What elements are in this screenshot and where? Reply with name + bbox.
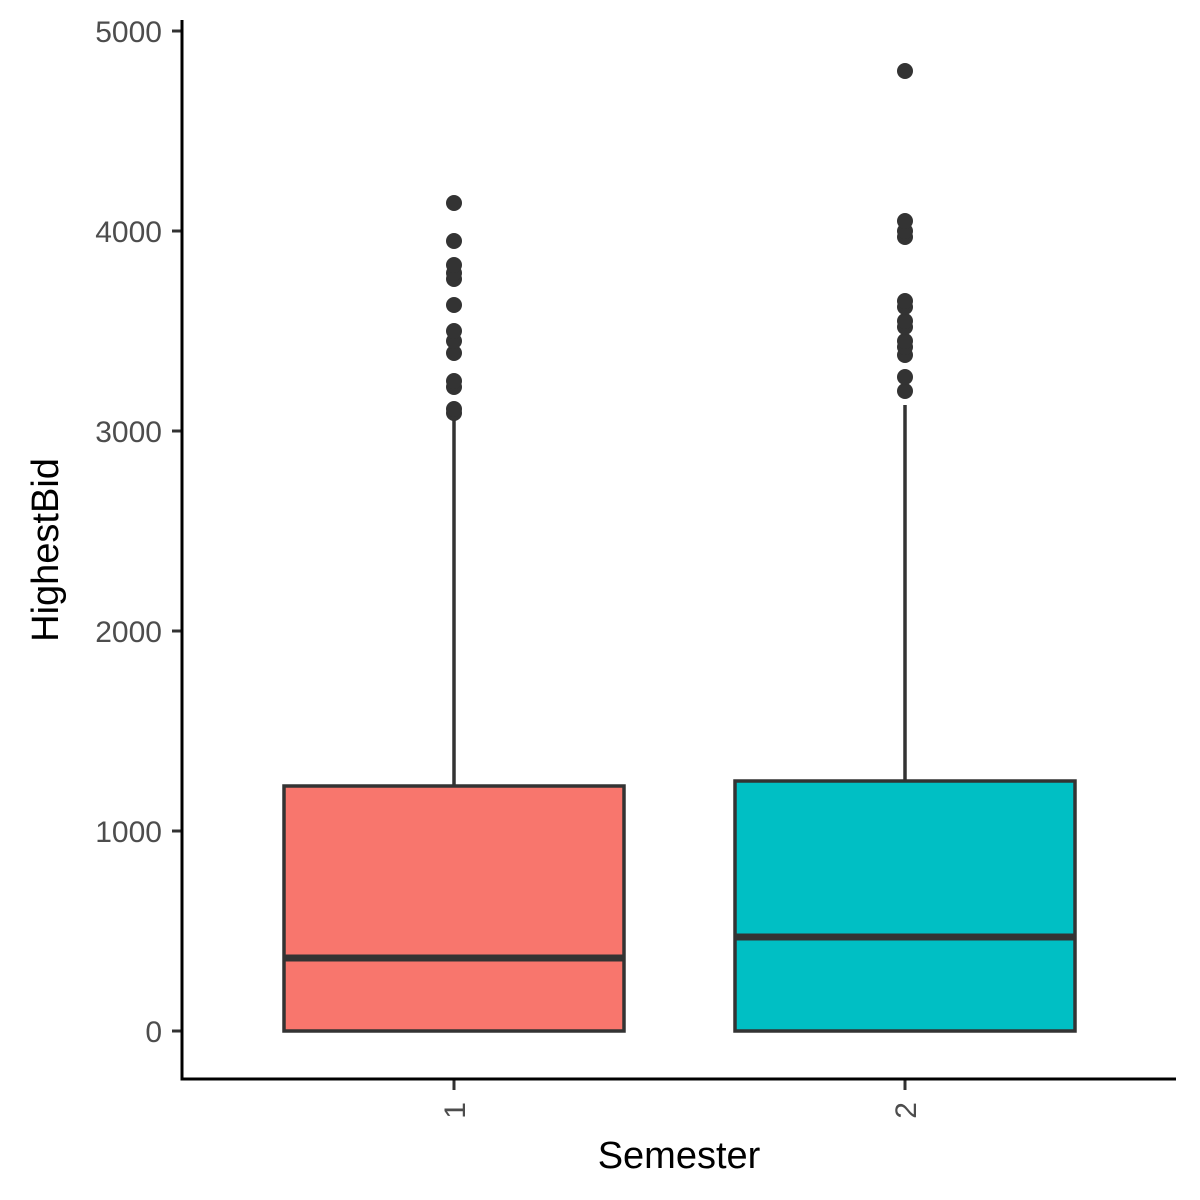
y-tick-label: 2000	[95, 616, 162, 649]
outlier-point	[446, 401, 462, 417]
outlier-point	[897, 293, 913, 309]
outlier-point	[897, 383, 913, 399]
outlier-point	[897, 333, 913, 349]
outlier-point	[446, 373, 462, 389]
x-tick-label: 2	[890, 1102, 923, 1119]
box-group-2	[733, 63, 1077, 1033]
box-1	[282, 784, 626, 1033]
x-axis-title: Semester	[598, 1135, 761, 1177]
box-2	[733, 779, 1077, 1033]
outlier-point	[446, 323, 462, 339]
outlier-point	[897, 313, 913, 329]
y-tick-label: 3000	[95, 416, 162, 449]
y-tick-label: 4000	[95, 216, 162, 249]
outlier-point	[446, 233, 462, 249]
outlier-point	[897, 213, 913, 229]
outlier-point	[446, 195, 462, 211]
y-axis-title: HighestBid	[25, 458, 67, 642]
x-tick-label: 1	[439, 1102, 472, 1119]
y-tick-label: 1000	[95, 816, 162, 849]
box-group-1	[282, 195, 626, 1033]
outlier-point	[446, 257, 462, 273]
boxplot-series	[282, 63, 1077, 1033]
y-axis-ticks: 0 1000 2000 3000 4000 5000	[95, 16, 182, 1049]
y-tick-label: 5000	[95, 16, 162, 49]
y-tick-label: 0	[145, 1016, 162, 1049]
outlier-point	[446, 345, 462, 361]
outlier-point	[897, 369, 913, 385]
outlier-point	[446, 297, 462, 313]
outlier-point	[897, 63, 913, 79]
